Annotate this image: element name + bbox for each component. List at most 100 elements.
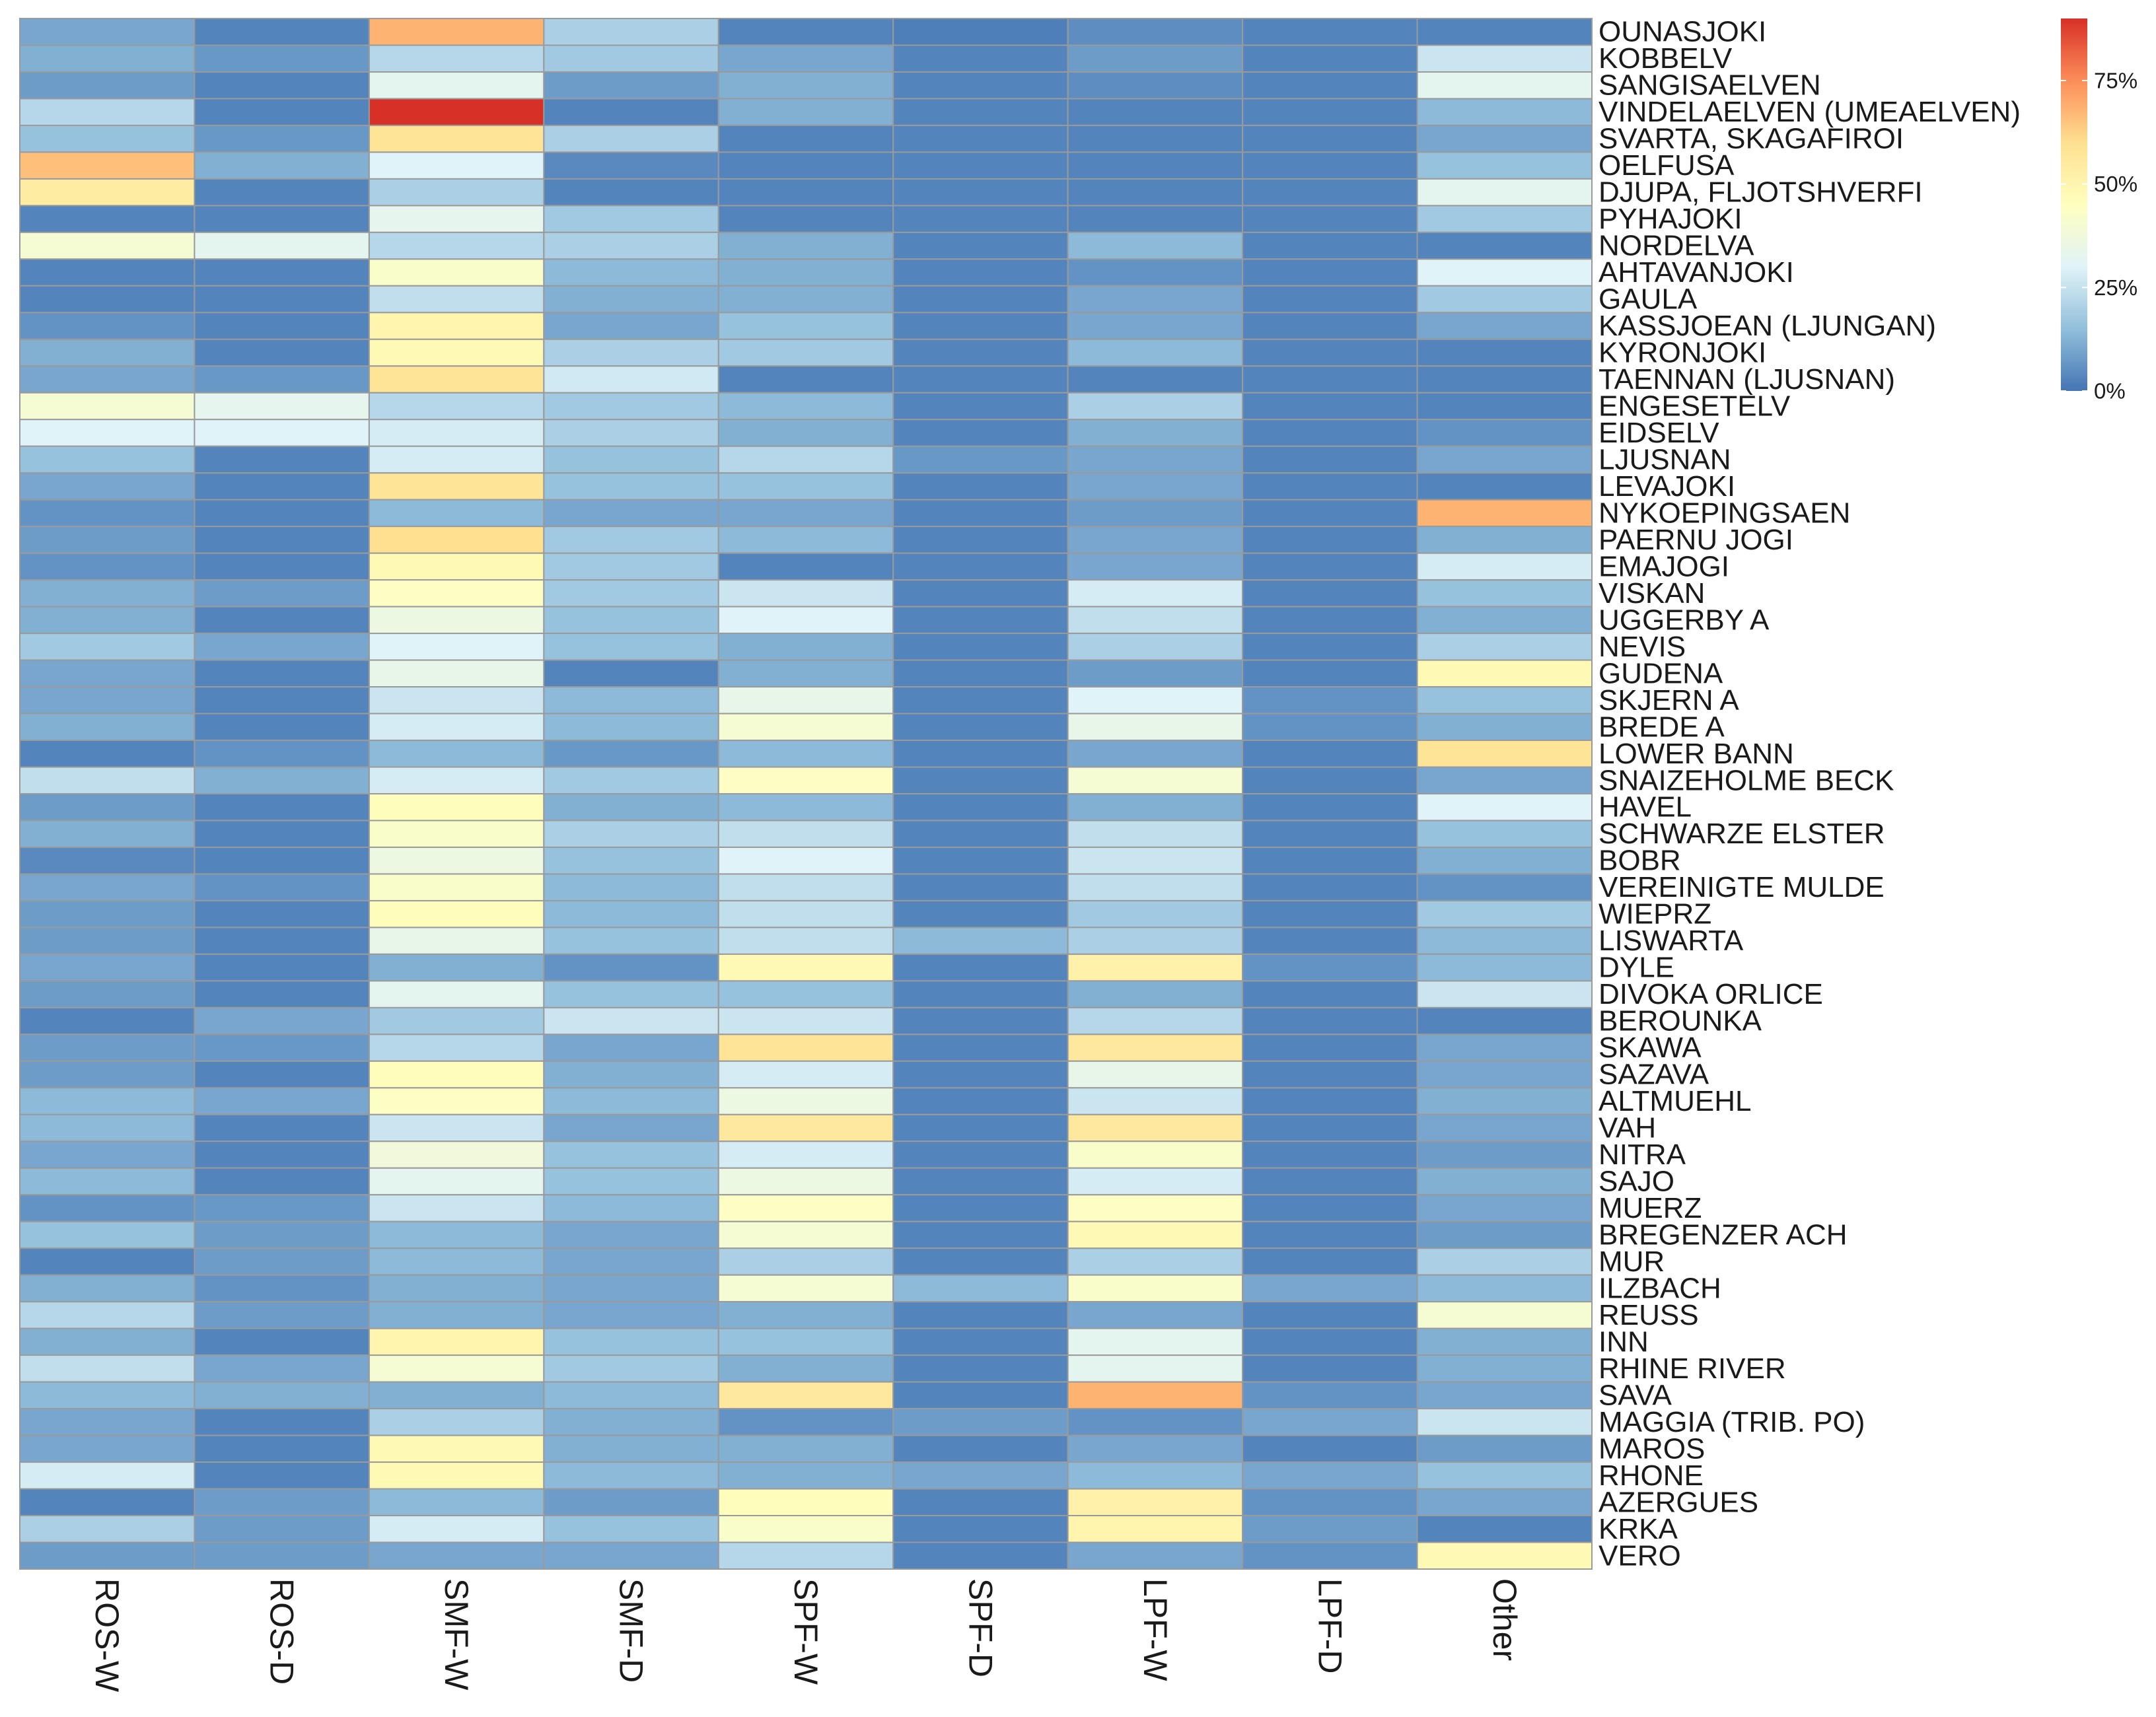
heatmap-cell [717, 1354, 894, 1383]
heatmap-cell [1242, 445, 1418, 474]
heatmap-cell [1067, 793, 1244, 822]
row-label: MUERZ [1599, 1192, 1702, 1224]
heatmap-cell [1067, 980, 1244, 1008]
heatmap-cell [1067, 766, 1244, 795]
heatmap-cell [194, 1354, 370, 1383]
heatmap-cell [892, 873, 1069, 901]
row-label: NORDELVA [1599, 230, 1754, 262]
heatmap-cell [717, 899, 894, 929]
heatmap-cell [892, 579, 1069, 608]
heatmap-cell [19, 740, 196, 768]
heatmap-cell [717, 1087, 894, 1115]
heatmap-cell [892, 312, 1069, 340]
heatmap-cell [368, 1113, 545, 1142]
heatmap-cell [543, 1087, 719, 1115]
heatmap-cell [1242, 793, 1418, 822]
heatmap-cell [368, 606, 545, 635]
heatmap-cell [892, 1461, 1069, 1490]
heatmap-cell [368, 1515, 545, 1543]
heatmap-cell [194, 1167, 370, 1196]
color-legend: 0% 25% 50% 75% [2061, 18, 2138, 403]
color-scale-ticks: 0% 25% 50% 75% [2061, 69, 2138, 403]
heatmap-cell [1242, 713, 1418, 742]
row-label: SVARTA, SKAGAFIROI [1599, 123, 1904, 155]
row-label: SKJERN A [1599, 684, 1739, 717]
heatmap-cell [1416, 1167, 1593, 1196]
heatmap-cell [543, 1515, 719, 1543]
row-label: VERO [1599, 1539, 1681, 1572]
heatmap-cell [368, 71, 545, 100]
heatmap-cell [1067, 499, 1244, 528]
heatmap-cells [19, 18, 1593, 1570]
heatmap-cell [194, 178, 370, 207]
heatmap-cell [717, 980, 894, 1008]
heatmap-cell [892, 846, 1069, 875]
heatmap-cell [19, 151, 196, 180]
row-label: LEVAJOKI [1599, 470, 1735, 503]
heatmap-cell [368, 740, 545, 768]
row-label: BOBR [1599, 845, 1681, 877]
heatmap-cell [1067, 1167, 1244, 1196]
heatmap-cell [368, 1274, 545, 1303]
heatmap-cell [543, 44, 719, 73]
heatmap-cell [892, 606, 1069, 635]
heatmap-cell [1416, 231, 1593, 260]
heatmap-cell [19, 1140, 196, 1169]
heatmap-cell [194, 1434, 370, 1463]
heatmap-cell [717, 1167, 894, 1196]
heatmap-cell [368, 258, 545, 287]
heatmap-cell [543, 980, 719, 1008]
heatmap-cell [194, 1060, 370, 1089]
heatmap-cell [1067, 1301, 1244, 1329]
heatmap-cell [1416, 1515, 1593, 1543]
heatmap-cell [1067, 1087, 1244, 1115]
heatmap-cell [1067, 899, 1244, 929]
heatmap-cell [1416, 1194, 1593, 1222]
heatmap-cell [717, 1408, 894, 1436]
heatmap-cell [368, 1488, 545, 1517]
heatmap-cell [1242, 1461, 1418, 1490]
heatmap-cell [1067, 1113, 1244, 1142]
heatmap-cell [892, 927, 1069, 955]
heatmap-cell [717, 258, 894, 287]
heatmap-cell [1242, 820, 1418, 848]
heatmap-cell [19, 231, 196, 260]
heatmap-cell [368, 1541, 545, 1570]
heatmap-cell [19, 953, 196, 982]
heatmap-cell [368, 552, 545, 581]
heatmap-cell [19, 419, 196, 447]
heatmap-cell [194, 820, 370, 848]
heatmap-cell [717, 1381, 894, 1410]
heatmap-cell [543, 365, 719, 394]
heatmap-cell [543, 766, 719, 795]
row-label: BREGENZER ACH [1599, 1218, 1848, 1251]
heatmap-cell [1416, 980, 1593, 1008]
row-label: NITRA [1599, 1139, 1686, 1171]
heatmap-cell [892, 1274, 1069, 1303]
heatmap-cell [892, 18, 1069, 46]
heatmap-cell [1416, 579, 1593, 608]
heatmap-cell [892, 1220, 1069, 1249]
row-label: LISWARTA [1599, 925, 1744, 957]
row-label: MUR [1599, 1245, 1665, 1278]
heatmap-cell [543, 419, 719, 447]
heatmap-cell [1242, 606, 1418, 635]
heatmap-cell [543, 1354, 719, 1383]
heatmap-cell [717, 953, 894, 982]
heatmap-cell [1067, 18, 1244, 46]
heatmap-cell [1067, 927, 1244, 955]
heatmap-cell [1067, 231, 1244, 260]
heatmap-cell [1067, 365, 1244, 394]
row-label: SAZAVA [1599, 1059, 1709, 1091]
row-label: VAH [1599, 1112, 1656, 1144]
heatmap-cell [1242, 338, 1418, 367]
heatmap-cell [1067, 686, 1244, 715]
heatmap-cell [543, 1220, 719, 1249]
heatmap-cell [194, 1140, 370, 1169]
row-label: ILZBACH [1599, 1272, 1721, 1304]
heatmap-cell [543, 98, 719, 126]
heatmap-cell [19, 1381, 196, 1410]
row-label: SANGISAELVEN [1599, 69, 1821, 102]
heatmap-cell [194, 1461, 370, 1490]
heatmap-cell [892, 1381, 1069, 1410]
